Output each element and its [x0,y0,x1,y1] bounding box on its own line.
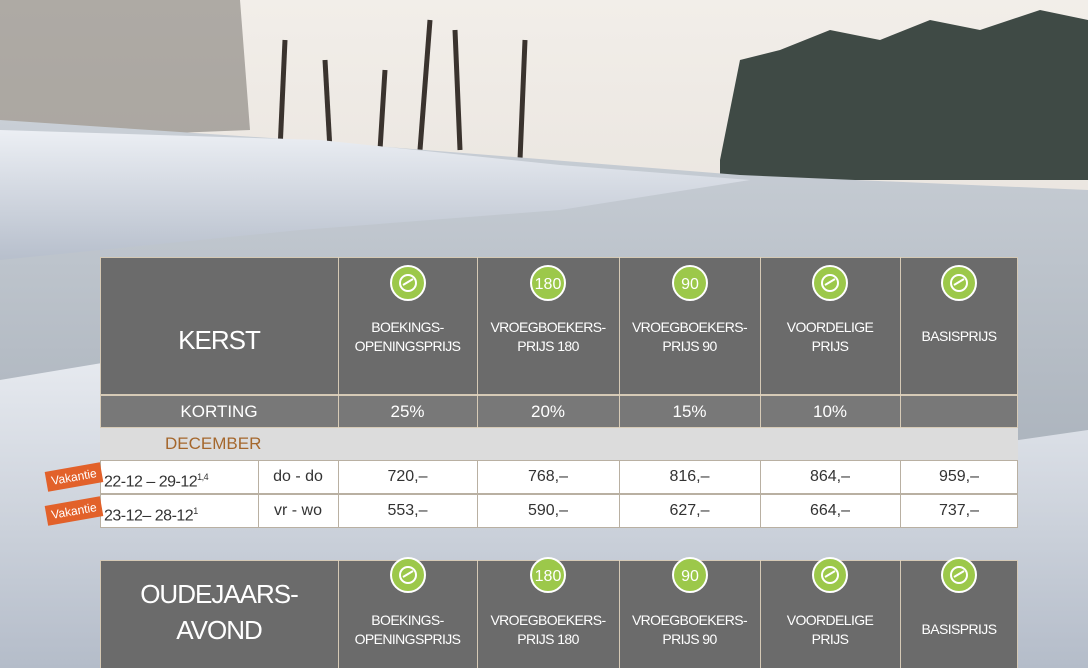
table-title: AVOND [100,614,338,646]
column-divider [900,395,901,428]
price: 720,– [338,460,477,494]
days: vr - wo [258,494,338,528]
column-label: PRIJS 180 [477,337,619,355]
page: KERSTBOEKINGS-OPENINGSPRIJS180VROEGBOEKE… [0,0,1088,668]
footnote: 1 [193,506,198,516]
footnote: 1,4 [197,472,208,482]
column-icon [388,555,428,595]
discount-value: 25% [338,395,477,428]
price: 959,– [900,460,1018,494]
column-divider [900,560,901,668]
discount-value: 15% [619,395,760,428]
column-label: PRIJS 180 [477,630,619,648]
price: 627,– [619,494,760,528]
price: 590,– [477,494,619,528]
icon-text: 180 [535,276,562,293]
column-label: VROEGBOEKERS- [619,611,760,629]
price: 553,– [338,494,477,528]
column-icon [810,263,850,303]
column-icon: 180 [528,263,568,303]
column-label: BASISPRIJS [900,327,1018,345]
column-label: BOEKINGS- [338,611,477,629]
column-label: PRIJS [760,337,900,355]
days: do - do [258,460,338,494]
column-label: VROEGBOEKERS- [477,318,619,336]
price: 864,– [760,460,900,494]
price: 768,– [477,460,619,494]
column-label: VOORDELIGE [760,611,900,629]
price: 737,– [900,494,1018,528]
period: 22-12 – 29-121,4 [104,460,208,494]
column-icon: 90 [670,555,710,595]
column-label: PRIJS 90 [619,630,760,648]
period: 23-12– 28-121 [104,494,198,528]
discount-value: 20% [477,395,619,428]
column-icon [810,555,850,595]
column-label: OPENINGSPRIJS [338,337,477,355]
column-label: BASISPRIJS [900,620,1018,638]
icon-text: 180 [535,568,562,585]
table-title: OUDEJAARS- [100,578,338,610]
column-label: VOORDELIGE [760,318,900,336]
column-icon [939,263,979,303]
column-label: VROEGBOEKERS- [477,611,619,629]
column-label: VROEGBOEKERS- [619,318,760,336]
month-label: DECEMBER [165,428,261,460]
discount-value: 10% [760,395,900,428]
column-icon [939,555,979,595]
discount-label: KORTING [100,395,338,428]
icon-text: 90 [681,568,699,585]
price: 816,– [619,460,760,494]
column-label: BOEKINGS- [338,318,477,336]
column-label: OPENINGSPRIJS [338,630,477,648]
column-icon: 90 [670,263,710,303]
column-label: PRIJS 90 [619,337,760,355]
column-icon [388,263,428,303]
column-divider [900,257,901,395]
icon-text: 90 [681,276,699,293]
table-title: KERST [100,324,338,356]
column-label: PRIJS [760,630,900,648]
price: 664,– [760,494,900,528]
column-icon: 180 [528,555,568,595]
